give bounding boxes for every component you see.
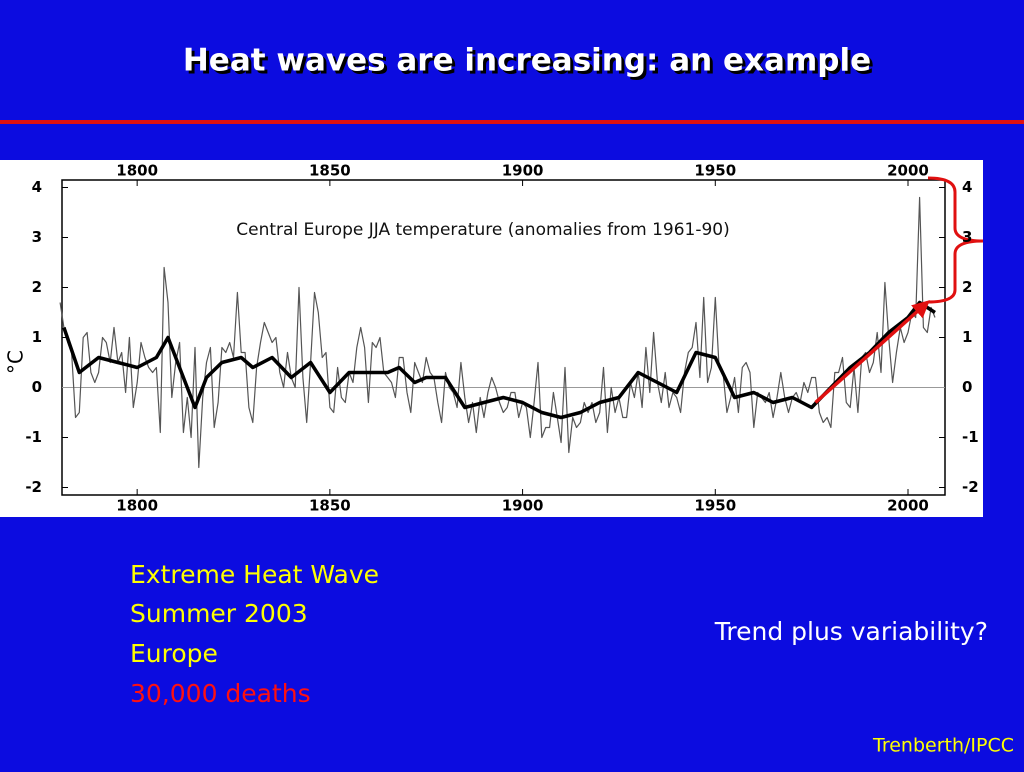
x-tick-label: 1950 xyxy=(694,497,736,515)
x-tick-label: 1850 xyxy=(309,497,351,515)
question: Trend plus variability? xyxy=(714,617,988,646)
bracket xyxy=(927,176,984,304)
fact-line: Europe xyxy=(130,639,218,668)
y-tick-label: 3 xyxy=(962,228,972,246)
x-tick-label: 1850 xyxy=(309,162,351,180)
credit: Trenberth/IPCC xyxy=(872,735,1014,757)
y-tick-label: 4 xyxy=(962,178,972,196)
x-tick-label: 1950 xyxy=(694,162,736,180)
chart-background xyxy=(0,160,983,517)
fact-line: Extreme Heat Wave xyxy=(130,560,379,589)
y-axis-label: °C xyxy=(4,350,28,374)
y-tick-label: 0 xyxy=(32,378,42,396)
y-tick-label: 0 xyxy=(962,378,972,396)
chart-title: Central Europe JJA temperature (anomalie… xyxy=(236,220,730,240)
y-tick-label: -2 xyxy=(962,478,979,496)
y-tick-label: 1 xyxy=(32,328,42,346)
divider xyxy=(0,120,1024,124)
y-tick-label: 2 xyxy=(962,278,972,296)
fact-line: 30,000 deaths xyxy=(130,679,311,708)
y-tick-label: -2 xyxy=(25,478,42,496)
y-tick-label: 3 xyxy=(32,228,42,246)
series-line xyxy=(59,196,936,469)
y-tick-label: 4 xyxy=(32,178,42,196)
x-tick-label: 2000 xyxy=(887,162,929,180)
x-tick-label: 2000 xyxy=(887,497,929,515)
y-tick-label: -1 xyxy=(962,428,979,446)
x-tick-label: 1800 xyxy=(116,497,158,515)
slide-title: Heat waves are increasing: an example xyxy=(183,43,871,79)
title-shadow: Heat waves are increasing: an example xyxy=(186,46,874,82)
x-tick-label: 1900 xyxy=(502,162,544,180)
fact-line: Summer 2003 xyxy=(130,599,308,628)
series-line xyxy=(62,300,936,420)
x-tick-label: 1800 xyxy=(116,162,158,180)
y-tick-label: 2 xyxy=(32,278,42,296)
y-tick-label: -1 xyxy=(25,428,42,446)
x-tick-label: 1900 xyxy=(502,497,544,515)
y-tick-label: 1 xyxy=(962,328,972,346)
trend-arrow xyxy=(814,300,930,404)
